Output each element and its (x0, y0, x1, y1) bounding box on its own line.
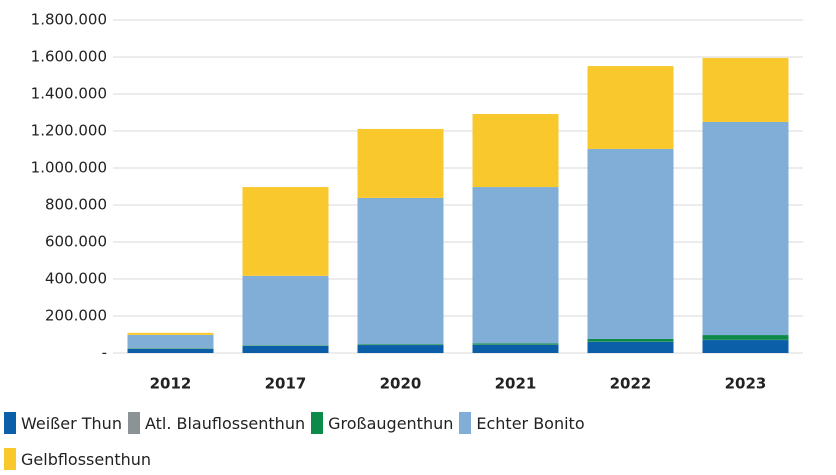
bar-segment (702, 57, 789, 122)
bar-segment (242, 187, 329, 276)
chart: - 200.000 400.000 600.000 800.000 1.000.000 1.… (31, 11, 803, 393)
bar-segment (357, 197, 444, 345)
y-tick-label: 200.000 (45, 307, 107, 325)
y-tick-label: 1.200.000 (31, 122, 107, 140)
legend-swatch (311, 412, 324, 434)
bar-segment (127, 332, 214, 335)
bar-segment (472, 343, 559, 345)
bar-segment (587, 341, 674, 353)
legend-item: Gelbflossenthun (4, 446, 151, 472)
legend-item: Großaugenthun (311, 410, 453, 436)
bar-segment (472, 187, 559, 344)
legend-label: Gelbflossenthun (21, 449, 152, 469)
bar-segment (587, 66, 674, 149)
legend-swatch (4, 448, 16, 470)
y-tick-label: 400.000 (45, 270, 107, 288)
y-tick-label: 600.000 (45, 233, 107, 251)
x-tick-label: 2017 (265, 375, 307, 393)
bar-segment (702, 335, 789, 340)
legend-label: Atl. Blauflossenthun (144, 413, 306, 433)
bar-segment (472, 113, 559, 188)
bar-segment (472, 344, 559, 353)
x-tick-label: 2012 (150, 375, 192, 393)
legend: Weißer Thun Atl. Blauflossenthun Großaugen… (4, 410, 704, 472)
legend-item: Echter Bonito (459, 410, 585, 436)
y-tick-label: 800.000 (45, 196, 107, 214)
bar-segment (357, 345, 444, 353)
y-tick-label: 1.400.000 (31, 85, 107, 103)
x-tick-label: 2023 (725, 375, 767, 393)
legend-label: Echter Bonito (476, 413, 585, 433)
y-tick-label: - (102, 344, 107, 362)
x-tick-label: 2021 (495, 375, 537, 393)
bar-segment (357, 344, 444, 345)
legend-item: Atl. Blauflossenthun (127, 410, 306, 436)
bar-segment (127, 348, 214, 349)
legend-label: Weißer Thun (21, 413, 122, 433)
bar-segment (242, 345, 329, 346)
legend-label: Großaugenthun (328, 413, 454, 433)
bar-segment (242, 275, 329, 346)
legend-swatch (127, 412, 140, 434)
y-tick-label: 1.800.000 (31, 11, 107, 29)
bar-segment (242, 345, 329, 353)
bar-segment (587, 148, 674, 339)
legend-swatch (459, 412, 472, 434)
bar-segment (357, 128, 444, 198)
y-tick-label: 1.600.000 (31, 48, 107, 66)
legend-swatch (4, 412, 16, 434)
legend-item: Weißer Thun (4, 410, 122, 436)
x-tick-label: 2022 (610, 375, 652, 393)
bar-segment (127, 334, 214, 349)
bar-segment (127, 348, 214, 353)
y-tick-label: 1.000.000 (31, 159, 107, 177)
bar-segment (702, 121, 789, 336)
bar-segment (587, 338, 674, 342)
bar-segment (702, 340, 789, 353)
x-tick-label: 2020 (380, 375, 422, 393)
